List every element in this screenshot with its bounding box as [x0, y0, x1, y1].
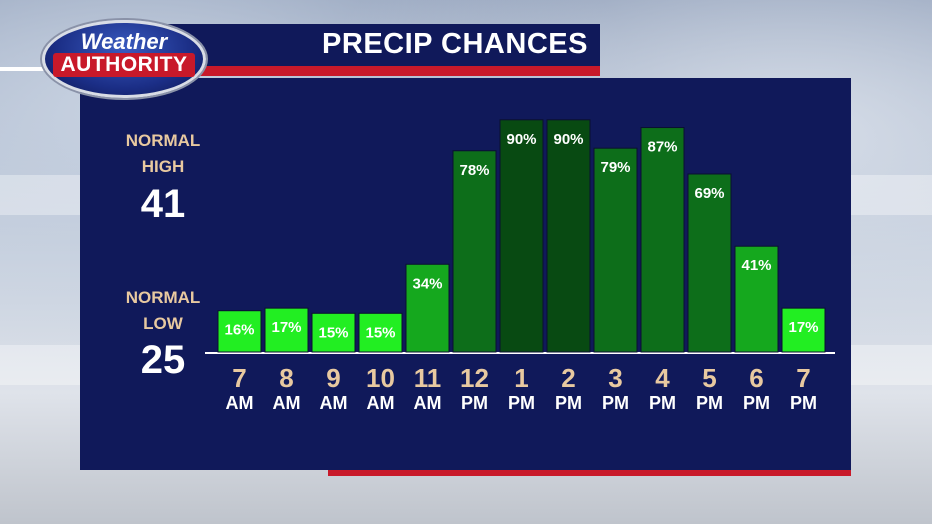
x-tick-ampm-11: PM — [743, 393, 770, 413]
logo-line1: Weather — [80, 29, 168, 54]
bar-value-label-11: 41% — [741, 257, 771, 274]
panel-red-stripe — [328, 470, 851, 476]
x-tick-hour-4: 11 — [414, 363, 442, 393]
x-tick-hour-6: 1 — [514, 363, 528, 393]
x-tick-ampm-5: PM — [461, 393, 488, 413]
bar-value-label-8: 79% — [600, 159, 630, 176]
normal-high-label-2: HIGH — [141, 157, 185, 176]
title-box — [162, 24, 600, 66]
x-tick-hour-7: 2 — [561, 363, 575, 393]
header-white-line — [0, 67, 50, 71]
bar-value-label-7: 90% — [553, 131, 583, 148]
bar-3 — [358, 312, 403, 353]
bar-value-label-4: 34% — [412, 275, 442, 292]
bar-value-label-5: 78% — [459, 162, 489, 179]
normal-low-value: 25 — [140, 338, 186, 382]
bar-value-label-3: 15% — [365, 324, 395, 341]
x-tick-ampm-10: PM — [696, 393, 723, 413]
x-tick-ampm-1: AM — [273, 393, 301, 413]
bar-value-label-2: 15% — [318, 324, 348, 341]
bar-2 — [311, 312, 356, 353]
normal-low-label-2: LOW — [143, 314, 183, 333]
bar-value-label-6: 90% — [506, 131, 536, 148]
x-tick-ampm-8: PM — [602, 393, 629, 413]
x-tick-hour-0: 7 — [232, 363, 246, 393]
normal-low-label-1: NORMAL — [125, 288, 201, 307]
x-tick-hour-2: 9 — [326, 363, 340, 393]
x-tick-ampm-3: AM — [367, 393, 395, 413]
bar-6 — [499, 119, 544, 353]
bar-value-label-12: 17% — [788, 319, 818, 336]
bar-9 — [640, 127, 685, 353]
x-tick-ampm-4: AM — [414, 393, 442, 413]
x-tick-hour-12: 7 — [796, 363, 810, 393]
normal-high-value: 41 — [140, 182, 186, 226]
bar-value-label-9: 87% — [647, 139, 677, 156]
x-tick-hour-11: 6 — [749, 363, 763, 393]
weather-authority-logo: Weather AUTHORITY — [42, 20, 206, 98]
logo-line2: AUTHORITY — [53, 53, 195, 77]
bar-12 — [781, 307, 826, 353]
x-tick-hour-9: 4 — [655, 363, 670, 393]
bar-8 — [593, 147, 638, 353]
x-tick-ampm-0: AM — [226, 393, 254, 413]
x-tick-ampm-12: PM — [790, 393, 817, 413]
bar-5 — [452, 150, 497, 353]
bar-1 — [264, 307, 309, 353]
bar-value-label-1: 17% — [271, 319, 301, 336]
x-tick-ampm-6: PM — [508, 393, 535, 413]
x-tick-hour-1: 8 — [279, 363, 293, 393]
x-tick-ampm-7: PM — [555, 393, 582, 413]
normal-high-label-1: NORMAL — [125, 131, 201, 150]
x-tick-ampm-2: AM — [320, 393, 348, 413]
bar-4 — [405, 263, 450, 353]
x-tick-ampm-9: PM — [649, 393, 676, 413]
x-tick-hour-3: 10 — [366, 363, 395, 393]
bar-0 — [217, 310, 262, 353]
bar-7 — [546, 119, 591, 353]
x-tick-hour-8: 3 — [608, 363, 622, 393]
title-red-stripe — [162, 66, 600, 76]
chart-title: PRECIP CHANCES — [322, 28, 588, 60]
bar-10 — [687, 173, 732, 353]
bar-value-label-0: 16% — [224, 322, 254, 339]
x-tick-hour-5: 12 — [460, 363, 489, 393]
x-tick-hour-10: 5 — [702, 363, 716, 393]
bar-11 — [734, 245, 779, 353]
bar-value-label-10: 69% — [694, 185, 724, 202]
